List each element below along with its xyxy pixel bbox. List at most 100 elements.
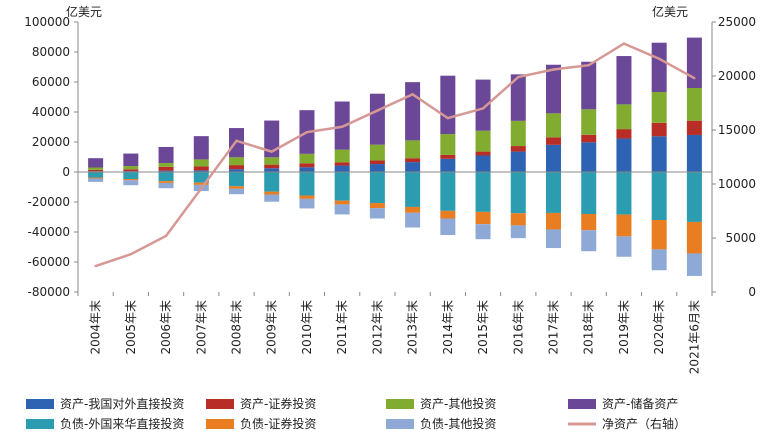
bar-segment (229, 188, 244, 195)
bar-segment (369, 144, 385, 161)
bar-segment (686, 37, 702, 88)
x-tick-label: 2018年末 (582, 300, 596, 355)
bar-segment (581, 230, 597, 252)
bar-segment (581, 134, 597, 143)
bar-segment (440, 172, 456, 211)
bar-segment (369, 164, 385, 172)
bar-segment (88, 177, 104, 179)
legend-label: 负债-证券投资 (240, 416, 316, 431)
x-tick-label: 2012年末 (370, 300, 384, 355)
legend-swatch (386, 399, 414, 409)
left-axis-unit: 亿美元 (66, 4, 102, 19)
legend: 资产-我国对外直接投资 资产-证券投资 资产-其他投资 资产-储备资产负债-外国来华直… (26, 396, 686, 431)
bar-segment (369, 172, 385, 204)
net-assets-line (95, 42, 695, 268)
bar-segment (616, 172, 632, 215)
bar-segment (158, 182, 174, 189)
bar-segment (616, 104, 632, 130)
bar-segment (158, 166, 174, 171)
bar-segment (88, 167, 104, 170)
bar-segment (440, 154, 456, 159)
bar-segment (651, 42, 667, 93)
bar-segment (405, 158, 421, 163)
bar-segment (686, 120, 702, 135)
right-tick-label: 10000 (718, 177, 756, 191)
bar-segment (616, 129, 632, 139)
bar-segment (651, 172, 667, 220)
net-assets-point (164, 234, 168, 238)
bar-segment (651, 249, 667, 271)
net-assets-point (235, 139, 238, 142)
bar-segment (264, 168, 280, 172)
left-tick-label: -40000 (27, 225, 70, 239)
left-tick-label: -60000 (27, 255, 70, 269)
bar-segment (334, 204, 350, 215)
bar-segment (510, 172, 526, 214)
bar-segment (546, 113, 561, 138)
x-tick-label: 2019年末 (617, 300, 631, 355)
bar-segment (334, 172, 350, 201)
bar-segment (299, 198, 315, 209)
bar-segment (546, 212, 561, 230)
x-tick-label: 2007年末 (194, 300, 208, 355)
bar-segment (475, 130, 491, 152)
bar-segment (193, 159, 209, 167)
net-assets-point (481, 107, 485, 110)
bar-segment (616, 138, 632, 172)
legend-swatch (386, 419, 414, 429)
bar-segment (581, 61, 597, 110)
bar-segment (264, 172, 280, 192)
bar-segment (334, 162, 350, 166)
bar-segment (510, 225, 526, 239)
bar-segment (475, 155, 491, 172)
legend-label: 负债-外国来华直接投资 (60, 416, 184, 431)
bar-segment (686, 221, 702, 254)
net-assets-point (340, 125, 344, 128)
bar-segment (616, 214, 632, 237)
legend-label: 资产-证券投资 (240, 396, 316, 411)
bar-segment (369, 208, 385, 219)
legend-label: 负债-其他投资 (420, 416, 496, 431)
bar-segment (158, 172, 174, 182)
bar-segment (299, 163, 315, 168)
legend-label: 净资产（右轴） (602, 416, 686, 431)
right-tick-label: 25000 (718, 15, 756, 29)
bar-segment (193, 136, 209, 160)
bar-segment (686, 172, 702, 222)
bar-segment (264, 194, 280, 202)
bar-segment (510, 151, 526, 172)
right-tick-label: 5000 (725, 231, 756, 245)
net-assets-point (270, 150, 273, 153)
bar-segment (440, 134, 456, 155)
net-assets-point (411, 93, 414, 96)
x-tick-label: 2015年末 (476, 300, 490, 355)
bar-segment (229, 165, 244, 170)
bar-segment (123, 179, 139, 181)
right-tick-label: 15000 (718, 123, 756, 137)
bar-segment (229, 186, 244, 189)
net-assets-point (94, 264, 97, 268)
bar-segment (651, 92, 667, 123)
net-assets-point (129, 253, 133, 256)
bar-segment (264, 164, 280, 169)
x-tick-label: 2004年末 (89, 300, 103, 355)
bar-segment (88, 158, 104, 168)
x-tick-label: 2013年末 (406, 300, 420, 355)
bar-segment (651, 136, 667, 172)
legend-swatch (206, 399, 234, 409)
bar-segment (299, 172, 315, 196)
bar-segment (440, 158, 456, 172)
bar-segment (546, 64, 561, 114)
net-assets-point (587, 63, 590, 67)
bar-segment (334, 200, 350, 205)
bar-segment (158, 163, 174, 167)
legend-label: 资产-其他投资 (420, 396, 496, 411)
bar-segment (158, 170, 174, 172)
bar-segment (229, 172, 244, 187)
bar-segment (546, 144, 561, 172)
bar-segment (616, 56, 632, 105)
plot-area: 100000800006000040000200000-20000-40000-… (24, 15, 756, 374)
bar-segment (369, 203, 385, 209)
x-tick-label: 2009年末 (265, 300, 279, 355)
